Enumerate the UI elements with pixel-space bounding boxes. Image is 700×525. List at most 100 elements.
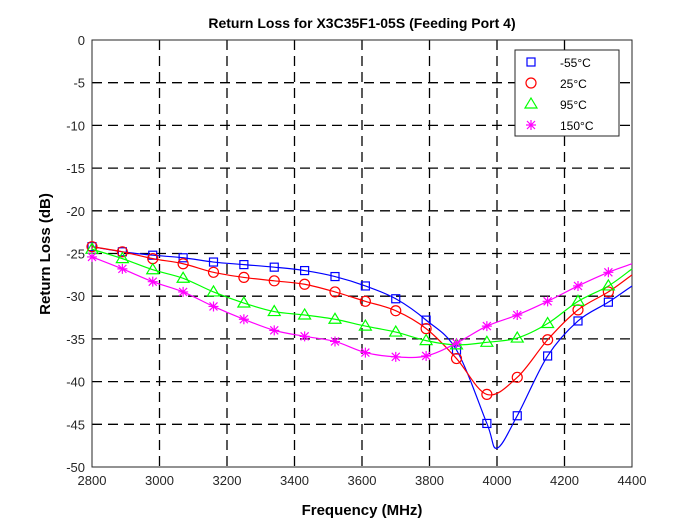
data-point <box>87 251 97 262</box>
data-point <box>481 321 492 332</box>
data-point <box>601 278 616 291</box>
legend-label: 25°C <box>560 77 587 91</box>
data-point <box>238 314 249 325</box>
data-point <box>479 335 494 347</box>
legend-box <box>514 49 620 137</box>
x-tick-label: 3200 <box>213 473 242 488</box>
data-point <box>145 262 160 275</box>
y-tick-label: -10 <box>66 118 85 133</box>
x-tick-label: 3400 <box>280 473 309 488</box>
data-point <box>602 286 614 298</box>
y-tick-label: -45 <box>66 417 85 432</box>
data-point <box>482 418 492 429</box>
data-point <box>147 276 158 287</box>
y-tick-label: -50 <box>66 460 85 475</box>
data-point <box>236 295 251 308</box>
data-point <box>359 295 371 307</box>
data-point <box>419 333 434 346</box>
data-point <box>603 297 613 307</box>
x-tick-label: 4400 <box>618 473 647 488</box>
data-point <box>421 350 432 361</box>
data-point <box>117 263 128 274</box>
data-point <box>451 338 462 349</box>
legend-marker <box>525 77 537 89</box>
data-point <box>543 351 553 361</box>
y-tick-label: 0 <box>78 33 85 48</box>
data-point <box>360 281 370 291</box>
y-tick-label: -25 <box>66 247 85 262</box>
legend-label: 150°C <box>560 119 594 133</box>
series-line <box>91 246 633 396</box>
y-tick-label: -35 <box>66 332 85 347</box>
data-point <box>390 351 401 362</box>
data-point <box>573 316 583 326</box>
data-point <box>450 352 463 365</box>
data-point <box>511 371 523 383</box>
data-point <box>327 312 343 324</box>
data-point <box>391 294 401 304</box>
data-point <box>268 275 280 287</box>
data-point <box>299 331 310 342</box>
data-point <box>390 305 402 317</box>
data-point <box>358 318 373 331</box>
data-point <box>360 347 371 358</box>
x-tick-label: 3600 <box>348 473 377 488</box>
x-tick-label: 3000 <box>145 473 174 488</box>
data-point <box>481 388 493 401</box>
data-point <box>117 247 127 257</box>
y-tick-label: -15 <box>66 161 85 176</box>
data-point <box>510 330 525 343</box>
data-point <box>573 280 583 291</box>
data-point <box>512 309 523 320</box>
data-point <box>542 296 553 307</box>
data-point <box>206 284 221 297</box>
data-point <box>297 307 312 320</box>
data-point <box>115 251 130 264</box>
data-point <box>269 262 279 272</box>
data-point <box>239 260 249 270</box>
data-point <box>330 271 340 282</box>
y-tick-label: -40 <box>66 375 85 390</box>
data-point <box>540 316 555 329</box>
data-point <box>86 241 98 253</box>
data-point <box>208 301 219 312</box>
data-point <box>176 271 191 283</box>
data-point <box>299 278 311 290</box>
legend-marker <box>523 96 539 109</box>
y-axis-label: Return Loss (dB) <box>37 193 54 315</box>
data-point <box>116 246 128 258</box>
x-tick-label: 4200 <box>550 473 579 488</box>
x-axis-label: Frequency (MHz) <box>302 502 423 519</box>
data-point <box>269 325 280 336</box>
data-point <box>449 337 464 350</box>
legend-label: -55°C <box>560 56 591 70</box>
data-point <box>300 265 310 276</box>
legend-marker <box>526 57 536 67</box>
data-point <box>177 258 189 270</box>
data-point <box>542 334 554 346</box>
data-point <box>329 286 341 298</box>
data-point <box>330 336 340 347</box>
y-tick-label: -30 <box>66 289 85 304</box>
data-point <box>512 411 522 421</box>
data-point <box>570 294 586 306</box>
x-tick-label: 4000 <box>483 473 512 488</box>
legend-label: 95°C <box>560 98 587 112</box>
x-tick-label: 2800 <box>78 473 107 488</box>
y-tick-label: -5 <box>73 76 85 91</box>
x-tick-label: 3800 <box>415 473 444 488</box>
data-point <box>207 266 220 278</box>
data-point <box>267 304 282 317</box>
legend-marker <box>526 120 536 130</box>
chart-title: Return Loss for X3C35F1-05S (Feeding Por… <box>208 15 515 31</box>
data-point <box>238 271 250 284</box>
data-point <box>178 253 188 263</box>
series-line <box>91 248 633 346</box>
data-point <box>388 324 403 337</box>
data-point <box>208 257 219 267</box>
data-point <box>178 286 189 297</box>
data-point <box>603 267 614 278</box>
y-tick-label: -20 <box>66 204 85 219</box>
legend-background <box>515 50 619 136</box>
